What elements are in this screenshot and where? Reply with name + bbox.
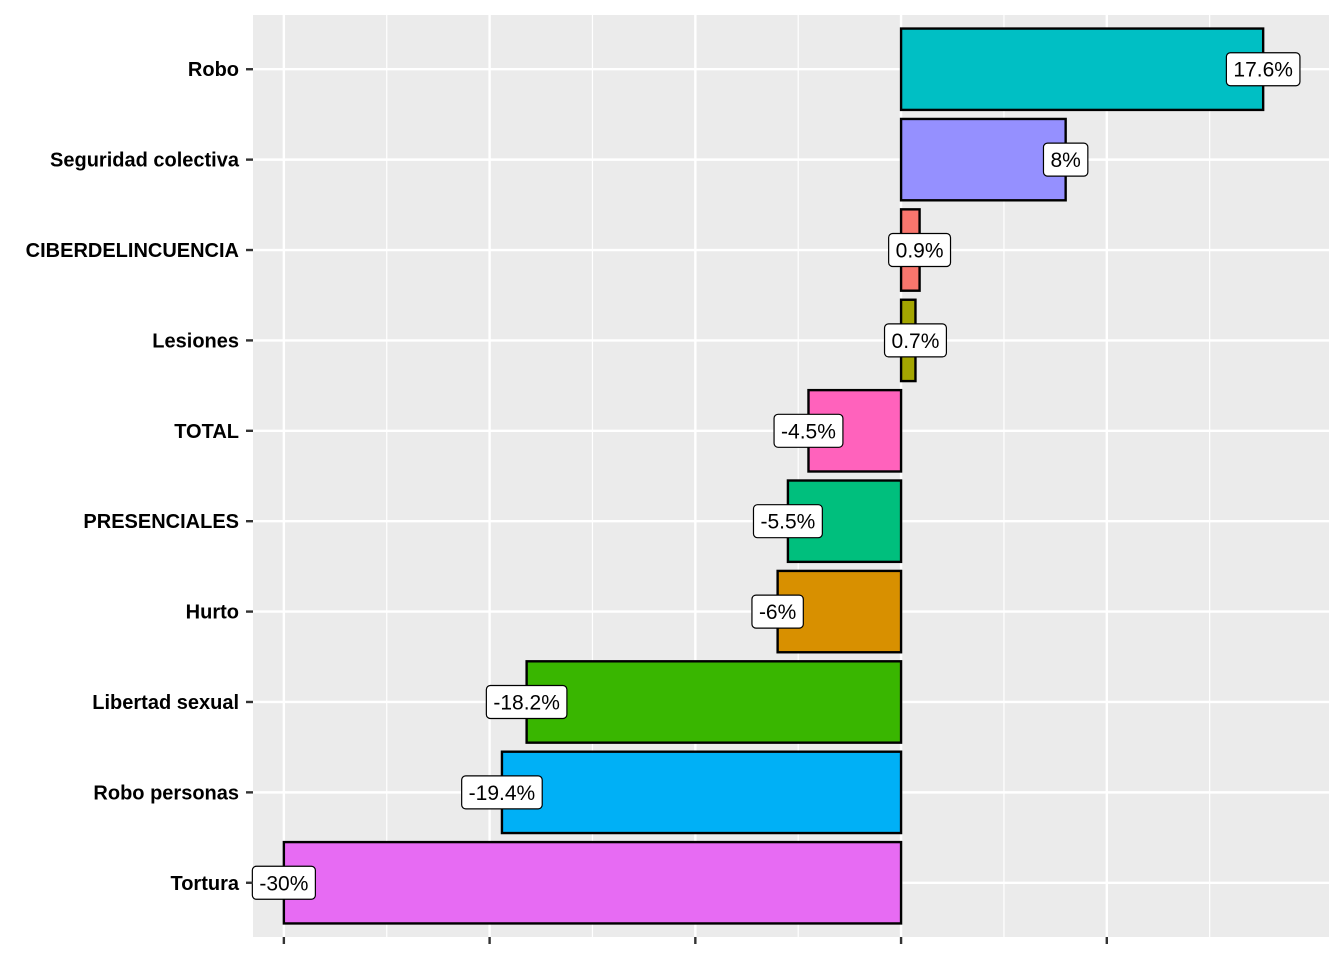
bar-tortura [282,840,903,925]
data-label: 17.6% [1225,52,1301,87]
bar-robo-personas [500,750,903,835]
bar-seguridad-colectiva [899,117,1067,202]
x-axis [282,937,1109,944]
data-label: -19.4% [461,775,543,810]
bar-robo [899,27,1265,112]
y-tick-label: Tortura [170,873,239,895]
y-tick-label: PRESENCIALES [83,511,239,533]
data-label: -30% [251,865,316,900]
y-tick-label: CIBERDELINCUENCIA [26,240,239,262]
data-label-text: -4.5% [781,420,836,443]
y-axis: Robo Seguridad colectiva CIBERDELINCUENCIA… [26,59,253,895]
bar-libertad-sexual [525,660,903,744]
y-tick-label: TOTAL [174,421,239,443]
data-label-box [485,684,568,720]
data-label-box [888,232,952,268]
data-label-box [752,504,823,539]
data-labels: 17.6% 8% 0.9% 0.7% -4.5% -5.5% -6% -18.2% -19.4%… [251,52,1301,900]
data-label-text: -6% [759,601,796,624]
data-label: 0.9% [888,232,952,268]
data-label: 0.7% [883,323,948,358]
data-label: -4.5% [773,413,844,448]
data-label-text: 17.6% [1233,59,1293,82]
y-tick-label: Hurto [186,602,239,624]
data-label-text: 8% [1050,149,1080,172]
data-label-box [461,775,543,810]
data-label-text: 0.7% [892,330,940,353]
data-label-box [773,413,844,448]
data-label-box [751,594,804,629]
data-label-text: -5.5% [760,511,815,534]
data-label-box [883,323,948,358]
data-label: 8% [1042,142,1089,177]
data-label-text: -19.4% [469,782,536,805]
data-label-box [1042,142,1089,177]
y-tick-label: Robo [188,59,239,81]
data-label: -18.2% [485,684,568,720]
data-label: -5.5% [752,504,823,539]
data-label-text: 0.9% [896,240,944,263]
y-tick-label: Libertad sexual [92,692,239,714]
data-label: -6% [751,594,804,629]
y-tick-label: Seguridad colectiva [50,150,240,172]
y-tick-label: Lesiones [152,330,239,352]
data-label-text: -18.2% [493,691,560,714]
data-label-text: -30% [259,872,308,895]
data-label-box [1225,52,1301,87]
y-tick-label: Robo personas [93,782,239,804]
